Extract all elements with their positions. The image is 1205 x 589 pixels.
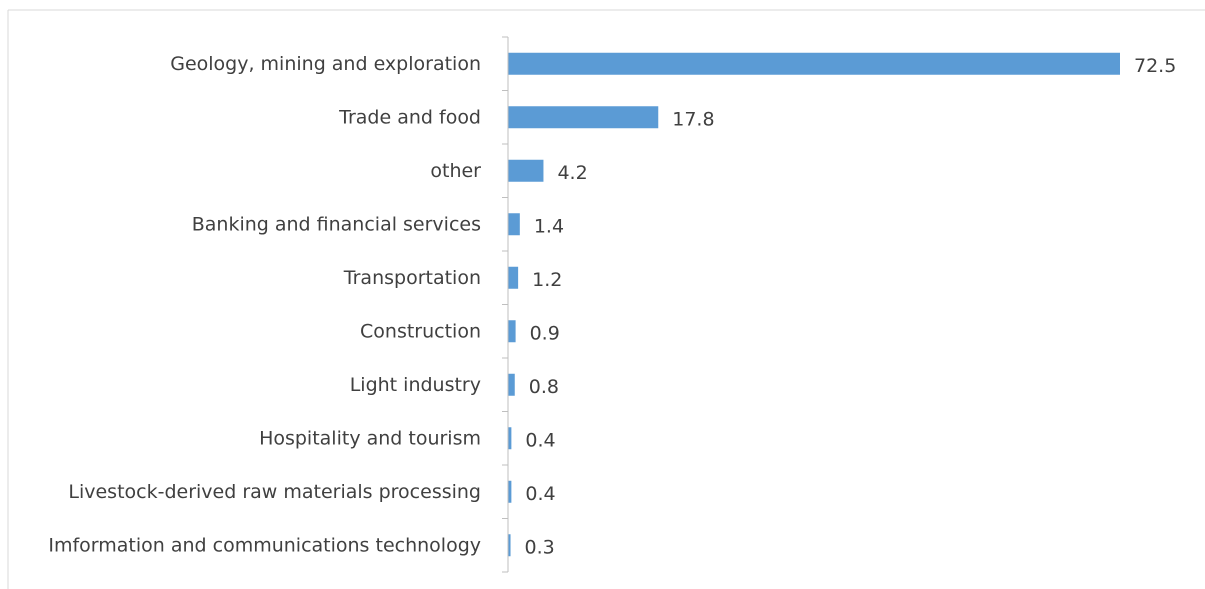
category-label: Imformation and communications technolog…: [48, 534, 481, 556]
bar: [508, 266, 519, 289]
bar: [508, 106, 659, 129]
data-label: 0.4: [525, 429, 555, 451]
category-label: other: [430, 160, 481, 182]
bar: [508, 159, 544, 182]
bar: [508, 213, 520, 236]
data-label: 17.8: [672, 108, 714, 130]
bar: [508, 534, 511, 557]
bar: [508, 320, 516, 343]
category-label: Construction: [360, 320, 481, 342]
data-label: 72.5: [1134, 55, 1176, 77]
category-label: Banking and financial services: [192, 213, 481, 235]
category-label: Transportation: [343, 267, 481, 289]
data-label: 1.2: [532, 269, 562, 291]
bar: [508, 52, 1120, 75]
category-label: Hospitality and tourism: [259, 427, 481, 449]
category-label: Geology, mining and exploration: [170, 53, 481, 75]
y-axis-ticks-group: [502, 36, 508, 573]
bar: [508, 480, 512, 503]
bars-group: [508, 52, 1120, 557]
data-label: 0.3: [525, 536, 555, 558]
data-label: 1.4: [534, 215, 564, 237]
value-labels-group: 72.5 17.8 4.2 1.4 1.2 0.9 0.8 0.4 0.4 0.3: [525, 55, 1177, 559]
data-label: 0.9: [530, 322, 560, 344]
data-label: 4.2: [557, 162, 587, 184]
data-label: 0.4: [525, 483, 555, 505]
category-label: Light industry: [350, 374, 481, 396]
category-labels-group: Geology, mining and exploration Trade and…: [48, 53, 481, 557]
bar: [508, 373, 515, 396]
category-label: Livestock-derived raw materials processi…: [68, 481, 481, 503]
category-label: Trade and food: [338, 106, 481, 128]
data-label: 0.8: [529, 376, 559, 398]
bar: [508, 427, 512, 450]
